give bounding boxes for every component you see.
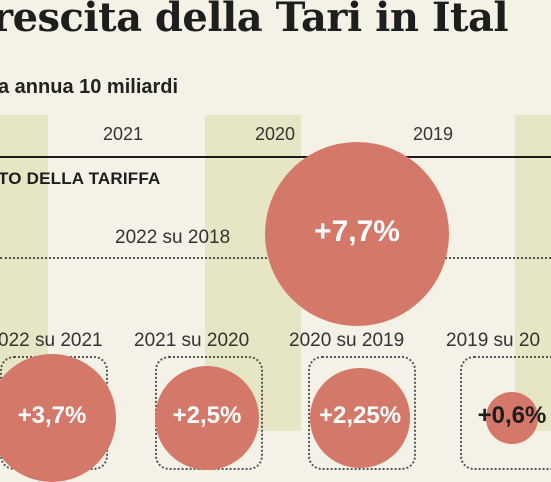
chart-subtitle: a annua 10 miliardi [0, 76, 179, 98]
year-label: 2020 [255, 124, 296, 144]
bubble-label: +2,5% [172, 402, 242, 429]
bubble-label: +7,7% [314, 215, 400, 248]
bubble-label: +3,7% [17, 402, 87, 429]
bubble-label: +2,25% [318, 402, 402, 429]
bubble-cumulative [265, 142, 449, 326]
period-label: 022 su 2021 [0, 330, 103, 351]
period-label: 2020 su 2019 [289, 330, 405, 351]
year-label: 2021 [103, 124, 144, 144]
period-label: 2019 su 20 [446, 330, 541, 351]
period-label: 2021 su 2020 [134, 330, 250, 351]
year-label: 2019 [413, 124, 454, 144]
chart-title: rescita della Tari in Ital [0, 0, 509, 41]
period-label: 2022 su 2018 [115, 227, 231, 248]
column-stripe [515, 115, 551, 431]
header-divider [0, 156, 551, 158]
bubble-label: +0,6% [477, 402, 547, 429]
section-label: TO DELLA TARIFFA [0, 169, 161, 188]
